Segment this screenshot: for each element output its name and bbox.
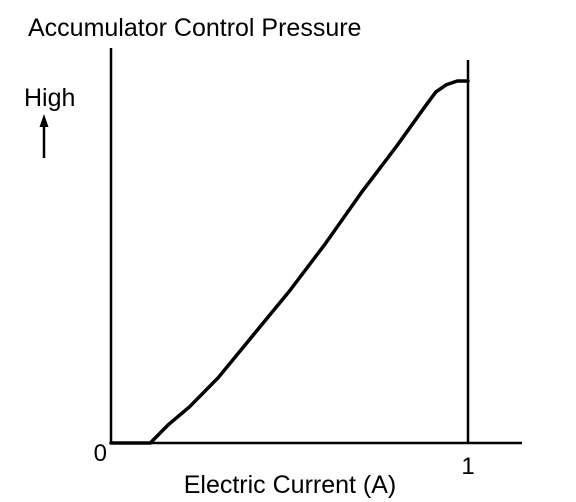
chart-title: Accumulator Control Pressure: [28, 14, 361, 42]
y-axis-label: High: [24, 84, 75, 112]
y-axis-up-arrow-icon: [39, 114, 49, 158]
x-tick-label-1: 1: [461, 453, 474, 480]
x-axis-label: Electric Current (A): [184, 471, 397, 499]
pressure-curve-line: [109, 79, 470, 445]
x-tick-label-0: 0: [94, 440, 107, 467]
